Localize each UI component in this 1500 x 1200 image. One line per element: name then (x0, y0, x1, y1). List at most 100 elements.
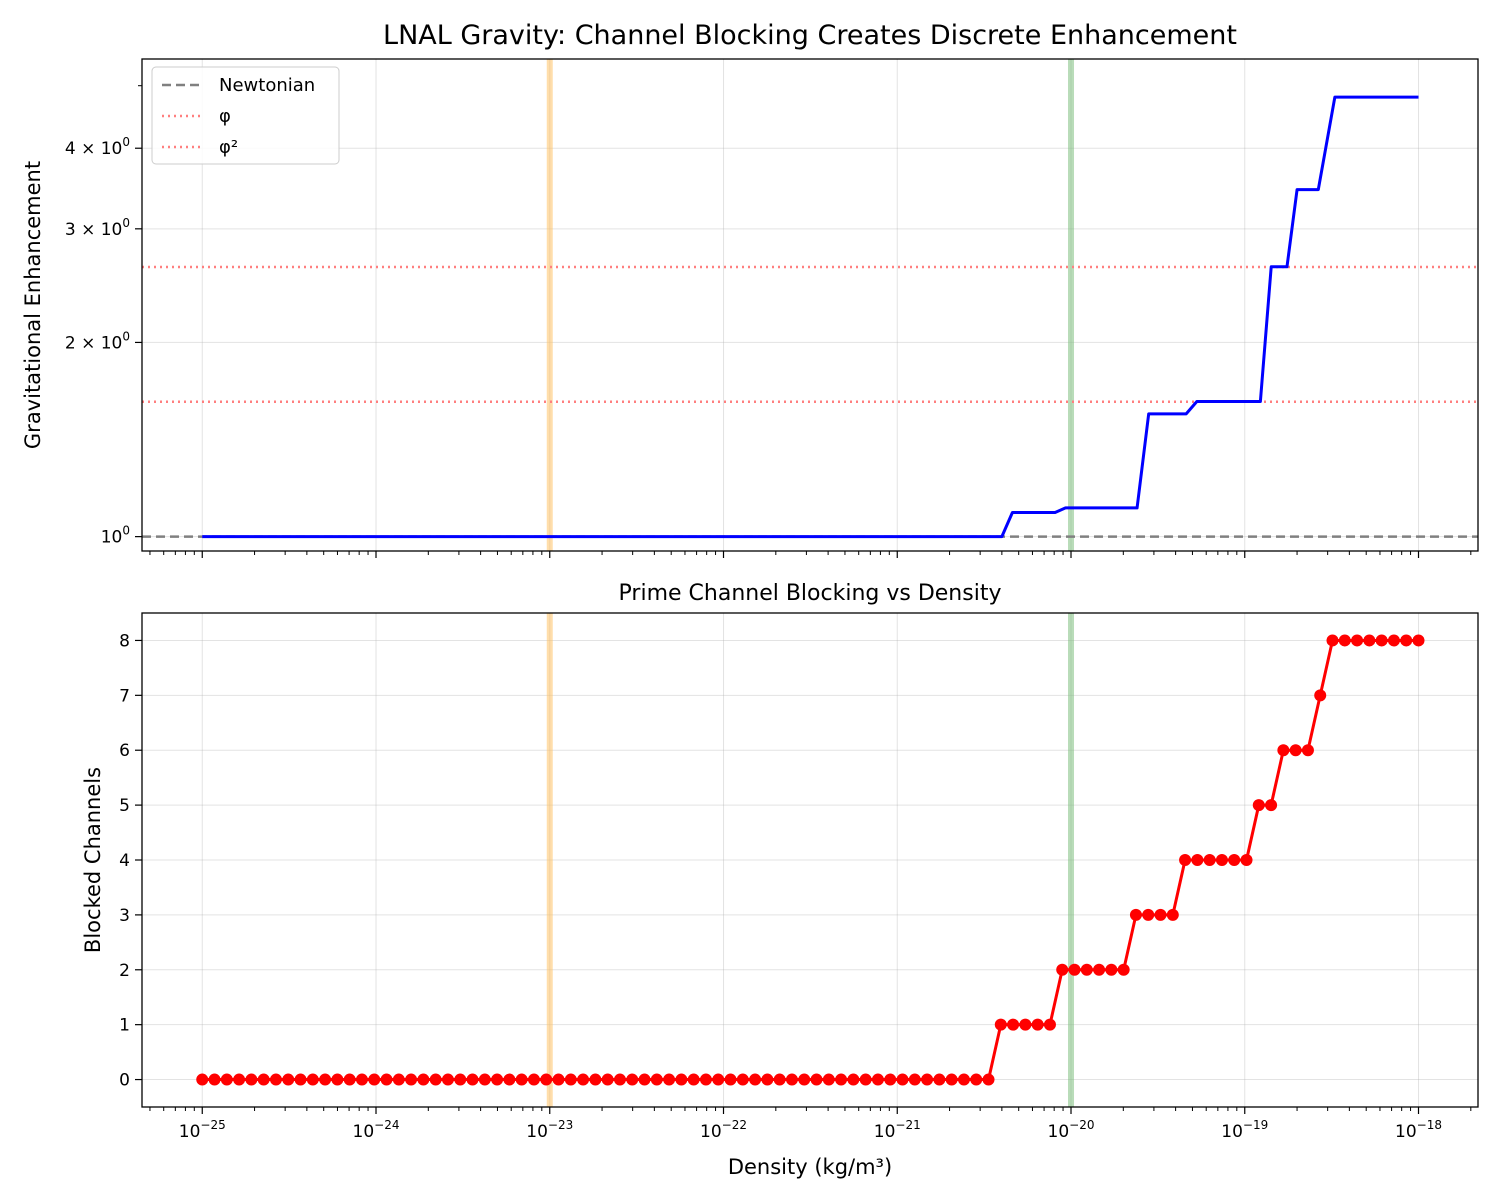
data-point (982, 1073, 995, 1086)
data-point (454, 1073, 467, 1086)
top-plot-area: 100 2 × 100 3 × 100 4 × 100 Newtonian φ φ² (65, 58, 1479, 558)
x-tick-label: 10−18 (1395, 1118, 1442, 1142)
data-point (675, 1073, 688, 1086)
x-tick-label: 10−24 (353, 1118, 400, 1142)
data-point (957, 1073, 970, 1086)
data-point (306, 1073, 319, 1086)
data-point (331, 1073, 344, 1086)
data-point (1043, 1018, 1056, 1031)
x-axis-label: Density (kg/m³) (728, 1155, 892, 1179)
data-point (1314, 689, 1327, 702)
data-point (1007, 1018, 1020, 1031)
data-point (1179, 854, 1192, 866)
legend-box (151, 66, 340, 165)
bottom-chart-title: Prime Channel Blocking vs Density (619, 581, 1002, 606)
data-point (552, 1073, 565, 1086)
data-point (589, 1073, 602, 1086)
data-point (1228, 854, 1241, 866)
data-point (1154, 908, 1167, 921)
top-highlight-band (1068, 59, 1075, 551)
data-point (257, 1073, 270, 1086)
bottom-y-tick-label: 7 (119, 686, 130, 706)
data-point (1363, 634, 1376, 647)
data-point (208, 1073, 221, 1086)
x-tick-label: 10−21 (874, 1118, 921, 1142)
data-point (503, 1073, 516, 1086)
bottom-plot-area: 10−25 10−24 10−23 10−22 10−21 10−20 10−19 10−18… (119, 612, 1479, 1142)
data-point (724, 1073, 737, 1086)
top-y-tick-label: 2 × 100 (65, 329, 130, 353)
data-point (810, 1073, 823, 1086)
bottom-y-tick-label: 4 (119, 851, 130, 871)
top-highlight-band (546, 59, 553, 551)
data-point (1080, 963, 1093, 976)
data-point (663, 1073, 676, 1086)
data-point (1142, 908, 1155, 921)
data-point (1351, 634, 1364, 647)
top-chart-title: LNAL Gravity: Channel Blocking Creates D… (383, 20, 1237, 51)
data-point (392, 1073, 405, 1086)
enhancement-series-line (202, 95, 1419, 539)
data-point (1338, 634, 1351, 647)
data-point (527, 1073, 540, 1086)
data-point (785, 1073, 798, 1086)
x-tick-label: 10−25 (179, 1118, 226, 1142)
data-point (1277, 744, 1290, 757)
bottom-plot-frame (141, 612, 1479, 1108)
data-point (822, 1073, 835, 1086)
bottom-y-tick-label: 2 (119, 961, 130, 981)
data-point (626, 1073, 639, 1086)
data-point (749, 1073, 762, 1086)
data-point (478, 1073, 491, 1086)
data-point (871, 1073, 884, 1086)
data-point (1105, 963, 1118, 976)
data-point (613, 1073, 626, 1086)
data-point (699, 1073, 712, 1086)
data-point (220, 1073, 233, 1086)
data-point (1215, 854, 1228, 866)
data-point (294, 1073, 307, 1086)
data-point (491, 1073, 504, 1086)
data-point (1289, 744, 1302, 757)
top-y-tick-label: 4 × 100 (65, 135, 130, 159)
data-point (1031, 1018, 1044, 1031)
data-point (712, 1073, 725, 1086)
data-point (835, 1073, 848, 1086)
data-point (466, 1073, 479, 1086)
data-point (994, 1018, 1007, 1031)
top-y-tick-label: 100 (101, 524, 130, 548)
data-point (368, 1073, 381, 1086)
top-plot-frame (141, 58, 1479, 552)
data-point (196, 1073, 209, 1086)
bottom-highlight-band (1068, 613, 1075, 1107)
x-tick-label: 10−19 (1221, 1118, 1268, 1142)
data-point (773, 1073, 786, 1086)
legend: Newtonian φ φ² (151, 66, 340, 165)
bottom-y-tick-label: 3 (119, 906, 130, 926)
data-point (282, 1073, 295, 1086)
data-point (736, 1073, 749, 1086)
data-point (601, 1073, 614, 1086)
data-point (761, 1073, 774, 1086)
data-point (343, 1073, 356, 1086)
top-y-axis-label: Gravitational Enhancement (21, 161, 45, 449)
legend-label: φ² (219, 137, 238, 158)
bottom-y-tick-label: 0 (119, 1071, 130, 1091)
data-point (1019, 1018, 1032, 1031)
data-point (1203, 854, 1216, 866)
data-point (1056, 963, 1069, 976)
top-y-tick-label: 3 × 100 (65, 216, 130, 240)
data-point (380, 1073, 393, 1086)
data-point (564, 1073, 577, 1086)
bottom-y-tick-label: 5 (119, 796, 130, 816)
data-point (1191, 854, 1204, 866)
bottom-y-tick-label: 8 (119, 631, 130, 651)
data-point (429, 1073, 442, 1086)
bottom-highlight-band (546, 613, 553, 1107)
data-point (1400, 634, 1413, 647)
legend-label: Newtonian (219, 75, 315, 96)
data-point (233, 1073, 246, 1086)
data-point (933, 1073, 946, 1086)
x-tick-label: 10−22 (700, 1118, 747, 1142)
